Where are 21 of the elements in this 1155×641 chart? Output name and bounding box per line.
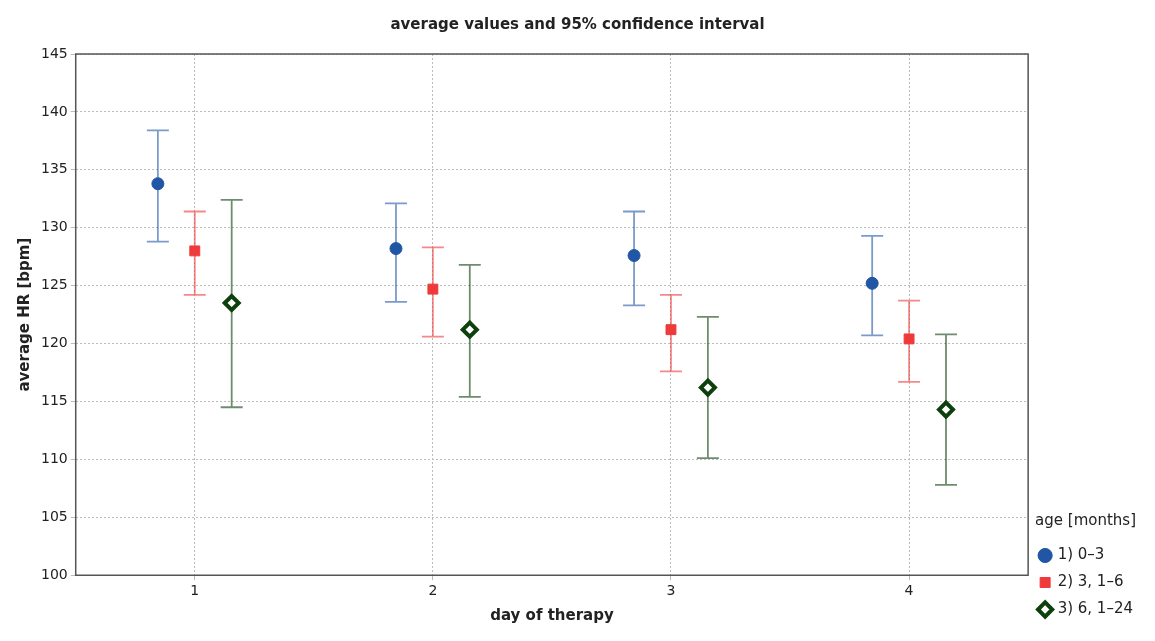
x-tick-label: 2 — [428, 582, 438, 599]
y-tick-label: 110 — [40, 450, 68, 467]
y-tick-label: 130 — [40, 218, 68, 235]
x-axis-title: day of therapy — [490, 605, 614, 624]
legend-title: age [months] — [1035, 511, 1137, 530]
legend-label: 3) 6, 1–24 — [1057, 599, 1133, 618]
y-tick-label: 115 — [40, 392, 68, 409]
legend-label: 2) 3, 1–6 — [1057, 572, 1124, 591]
y-tick-label: 135 — [40, 160, 68, 177]
x-tick-label: 3 — [666, 582, 676, 599]
y-tick-label: 140 — [40, 102, 68, 119]
x-tick-label: 1 — [190, 582, 200, 599]
legend-label: 1) 0–3 — [1057, 545, 1105, 564]
y-tick-label: 120 — [40, 334, 68, 351]
chart-title: average values and 95% confidence interval — [390, 14, 765, 33]
y-tick-label: 105 — [40, 507, 68, 524]
y-axis-title: average HR [bpm] — [14, 237, 33, 392]
y-tick-label: 145 — [40, 44, 68, 61]
x-tick-label: 4 — [904, 582, 914, 599]
y-tick-label: 125 — [40, 276, 68, 293]
y-tick-label: 100 — [40, 565, 68, 582]
